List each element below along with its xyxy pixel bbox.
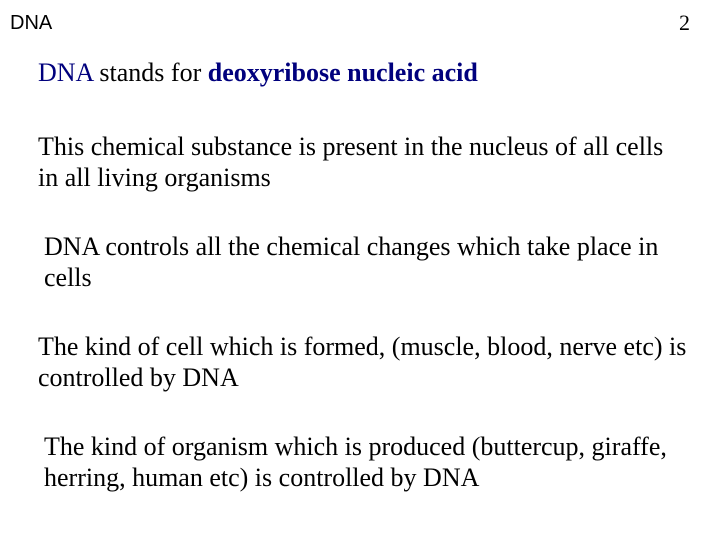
slide-header-label: DNA bbox=[10, 12, 52, 35]
title-expansion: deoxyribose nucleic acid bbox=[208, 58, 478, 87]
title-line: DNA stands for deoxyribose nucleic acid bbox=[38, 58, 478, 88]
paragraph-2: DNA controls all the chemical changes wh… bbox=[44, 232, 664, 293]
paragraph-4: The kind of organism which is produced (… bbox=[44, 432, 704, 493]
title-middle: stands for bbox=[93, 58, 208, 87]
paragraph-1: This chemical substance is present in th… bbox=[38, 132, 678, 193]
paragraph-3: The kind of cell which is formed, (muscl… bbox=[38, 332, 688, 393]
title-prefix: DNA bbox=[38, 58, 93, 87]
page-number: 2 bbox=[679, 10, 690, 36]
